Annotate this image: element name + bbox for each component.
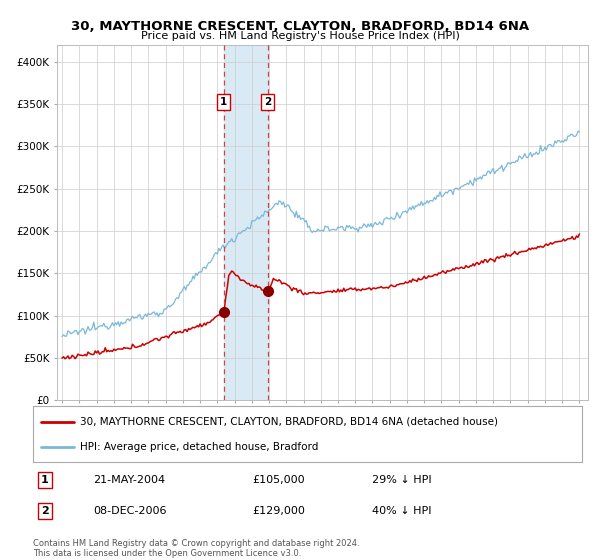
Text: 1: 1	[220, 97, 227, 108]
Text: Contains HM Land Registry data © Crown copyright and database right 2024.
This d: Contains HM Land Registry data © Crown c…	[33, 539, 359, 558]
Text: Price paid vs. HM Land Registry's House Price Index (HPI): Price paid vs. HM Land Registry's House …	[140, 31, 460, 41]
Text: 21-MAY-2004: 21-MAY-2004	[93, 475, 165, 485]
Text: 40% ↓ HPI: 40% ↓ HPI	[372, 506, 431, 516]
Text: 2: 2	[41, 506, 49, 516]
Text: £105,000: £105,000	[252, 475, 305, 485]
Text: 2: 2	[264, 97, 271, 108]
Bar	[224, 45, 268, 400]
Text: 29% ↓ HPI: 29% ↓ HPI	[372, 475, 431, 485]
Text: 1: 1	[41, 475, 49, 485]
Text: 30, MAYTHORNE CRESCENT, CLAYTON, BRADFORD, BD14 6NA (detached house): 30, MAYTHORNE CRESCENT, CLAYTON, BRADFOR…	[80, 417, 497, 427]
Text: £129,000: £129,000	[252, 506, 305, 516]
Text: 30, MAYTHORNE CRESCENT, CLAYTON, BRADFORD, BD14 6NA: 30, MAYTHORNE CRESCENT, CLAYTON, BRADFOR…	[71, 20, 529, 32]
Text: HPI: Average price, detached house, Bradford: HPI: Average price, detached house, Brad…	[80, 442, 318, 452]
Text: 08-DEC-2006: 08-DEC-2006	[93, 506, 167, 516]
